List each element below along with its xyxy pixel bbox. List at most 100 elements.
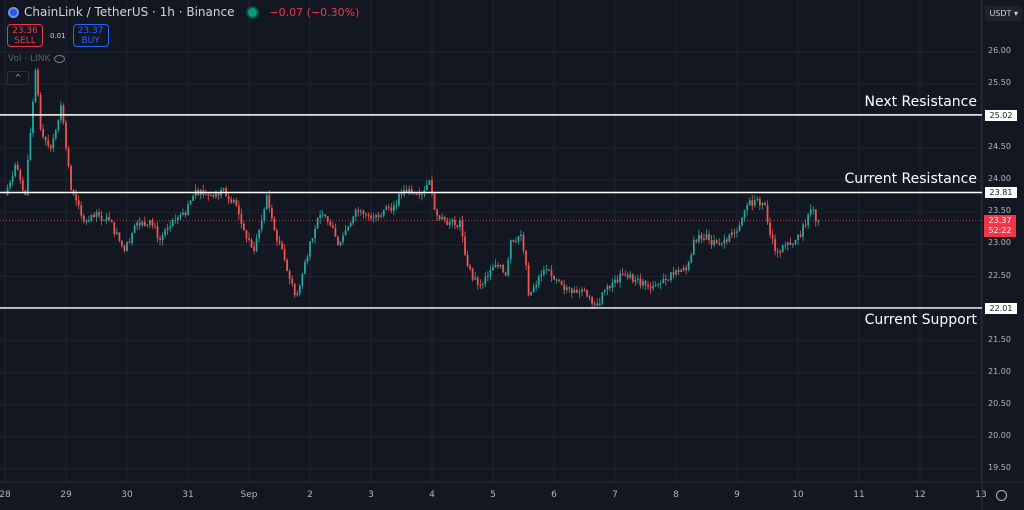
candle-up	[382, 209, 385, 216]
candle-up	[296, 293, 299, 296]
candle-up	[426, 184, 428, 191]
candle-down	[108, 217, 111, 221]
symbol-title[interactable]: ChainLink / TetherUS · 1h · Binance	[24, 5, 235, 19]
candle-up	[103, 219, 106, 221]
candle-down	[283, 249, 286, 260]
candle-up	[817, 220, 820, 222]
candle-down	[525, 250, 527, 265]
candle-down	[240, 214, 243, 224]
candle-up	[408, 188, 411, 192]
current-price: 23.37	[988, 216, 1012, 225]
candle-down	[461, 220, 464, 237]
candle-down	[362, 210, 365, 214]
candle-down	[62, 105, 65, 123]
candle-up	[606, 286, 609, 290]
candle-up	[670, 272, 672, 281]
candle-up	[756, 198, 759, 201]
candle-down	[357, 209, 360, 212]
candle-up	[164, 229, 167, 236]
candle-up	[781, 245, 784, 253]
candle-down	[65, 122, 67, 149]
candle-up	[314, 228, 316, 239]
candle-down	[718, 243, 721, 245]
candle-down	[156, 226, 159, 239]
volume-legend[interactable]: Vol · LINK	[8, 54, 66, 64]
price-axis-label: 19.50	[988, 462, 1011, 472]
candle-up	[697, 234, 700, 242]
candle-down	[293, 283, 296, 296]
candle-up	[339, 241, 342, 246]
time-axis-label: 4	[429, 490, 435, 500]
candle-up	[352, 216, 355, 224]
candle-up	[629, 274, 632, 278]
candle-up	[581, 289, 583, 292]
candle-up	[319, 214, 322, 219]
candle-up	[187, 204, 189, 215]
candle-up	[344, 230, 347, 236]
candle-up	[705, 234, 708, 240]
time-axis-label: Sep	[240, 490, 258, 500]
sell-button[interactable]: 23.36 SELL	[7, 24, 43, 47]
time-axis-label: 3	[368, 490, 374, 500]
currency-selector[interactable]: USDT ▾	[985, 6, 1022, 21]
candle-up	[222, 188, 225, 190]
candle-up	[535, 284, 538, 288]
sell-label: SELL	[14, 36, 36, 46]
candle-down	[273, 218, 276, 231]
price-axis-label: 24.50	[988, 142, 1011, 152]
candle-down	[466, 254, 469, 266]
candle-up	[690, 254, 693, 263]
candle-down	[324, 214, 327, 217]
eye-hidden-icon[interactable]	[54, 54, 66, 63]
candle-up	[57, 119, 60, 131]
buy-button[interactable]: 23.37 BUY	[72, 24, 109, 47]
candle-up	[489, 270, 492, 276]
candle-down	[586, 289, 588, 297]
candle-down	[710, 239, 713, 246]
candle-down	[235, 200, 238, 206]
candle-down	[70, 166, 72, 190]
candle-down	[771, 234, 774, 239]
candle-down	[288, 270, 291, 279]
candle-up	[26, 159, 29, 196]
price-axis-label: 22.50	[988, 270, 1011, 280]
candle-down	[281, 242, 283, 250]
candle-down	[42, 128, 45, 137]
candle-up	[601, 292, 604, 304]
candle-down	[471, 268, 474, 280]
candle-down	[93, 214, 95, 218]
candle-up	[675, 270, 677, 275]
settings-gear-icon[interactable]	[996, 490, 1007, 501]
candle-down	[799, 234, 802, 237]
candle-up	[494, 264, 497, 268]
candle-down	[588, 296, 591, 298]
candle-up	[746, 205, 749, 211]
candle-down	[769, 222, 771, 235]
candle-up	[413, 193, 416, 195]
candle-down	[121, 240, 123, 246]
candle-down	[563, 284, 566, 290]
candle-up	[87, 220, 90, 222]
candle-down	[47, 139, 50, 146]
candle-up	[428, 180, 431, 185]
candle-down	[647, 284, 649, 287]
candle-down	[390, 207, 393, 211]
candle-up	[738, 225, 741, 232]
candle-up	[459, 220, 461, 227]
candle-down	[609, 286, 611, 288]
candle-down	[278, 240, 281, 243]
chevron-up-icon[interactable]: ^	[7, 71, 29, 85]
candle-down	[766, 205, 769, 223]
candle-down	[268, 195, 271, 208]
candle-up	[761, 203, 764, 206]
candle-down	[39, 95, 42, 129]
candle-down	[367, 214, 370, 216]
candle-down	[639, 278, 642, 286]
candle-up	[657, 284, 660, 286]
time-axis-label: 30	[121, 490, 133, 500]
time-axis-label: 31	[182, 490, 194, 500]
candle-down	[512, 239, 515, 242]
candle-down	[80, 205, 83, 216]
candle-down	[405, 189, 408, 192]
